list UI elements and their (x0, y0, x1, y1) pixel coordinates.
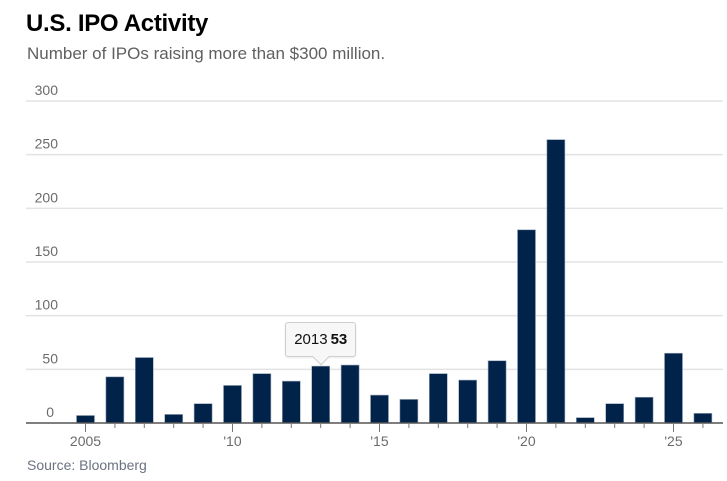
x-tick-label-2015: '15 (370, 433, 388, 449)
bar-2007[interactable] (135, 357, 154, 424)
bar-2023[interactable] (605, 403, 625, 424)
bar-2012[interactable] (281, 380, 301, 424)
bar-2009[interactable] (193, 403, 213, 424)
bar-2021[interactable] (546, 139, 566, 424)
bar-2019[interactable] (487, 360, 507, 424)
bar-2005[interactable] (76, 415, 95, 424)
y-tick-label-150: 150 (35, 243, 59, 259)
bar-2016[interactable] (399, 399, 419, 424)
tooltip-year: 2013 (294, 331, 328, 349)
bar-2006[interactable] (105, 376, 125, 424)
bar-2010[interactable] (223, 385, 242, 424)
x-tick-label-2025: '25 (664, 433, 682, 449)
y-axis-labels: 0 50 100 150 200 250 300 (35, 82, 59, 420)
bar-2013[interactable] (311, 365, 331, 424)
bar-2026[interactable] (693, 413, 713, 424)
bar-2014[interactable] (340, 364, 360, 424)
y-tick-label-250: 250 (35, 136, 59, 152)
bar-2015[interactable] (370, 394, 389, 424)
bar-2008[interactable] (164, 414, 183, 424)
bar-2022[interactable] (575, 417, 595, 424)
chart-title: U.S. IPO Activity (26, 10, 209, 37)
bar-2017[interactable] (428, 373, 448, 424)
bar-2025[interactable] (664, 352, 683, 424)
bar-2024[interactable] (634, 396, 654, 424)
y-tick-label-100: 100 (35, 297, 59, 313)
x-tick-label-2005: 2005 (70, 433, 101, 449)
x-tick-label-2010: '10 (223, 433, 241, 449)
x-axis: 2005 '10 '15 '20 '25 (26, 422, 723, 449)
chart-subtitle: Number of IPOs raising more than $300 mi… (27, 44, 386, 63)
y-tick-label-50: 50 (42, 350, 58, 366)
y-tick-label-300: 300 (35, 82, 59, 98)
source-note: Source: Bloomberg (27, 457, 147, 473)
bar-2018[interactable] (458, 379, 478, 424)
y-tick-label-0: 0 (46, 404, 54, 420)
tooltip-value: 53 (330, 331, 348, 349)
bar-2020[interactable] (517, 229, 536, 424)
bar-tooltip: 2013 53 (285, 322, 357, 358)
y-tick-label-200: 200 (35, 189, 59, 205)
x-tick-label-2020: '20 (517, 433, 535, 449)
bars (76, 139, 713, 424)
gridlines (26, 100, 723, 371)
bar-2011[interactable] (252, 373, 272, 424)
